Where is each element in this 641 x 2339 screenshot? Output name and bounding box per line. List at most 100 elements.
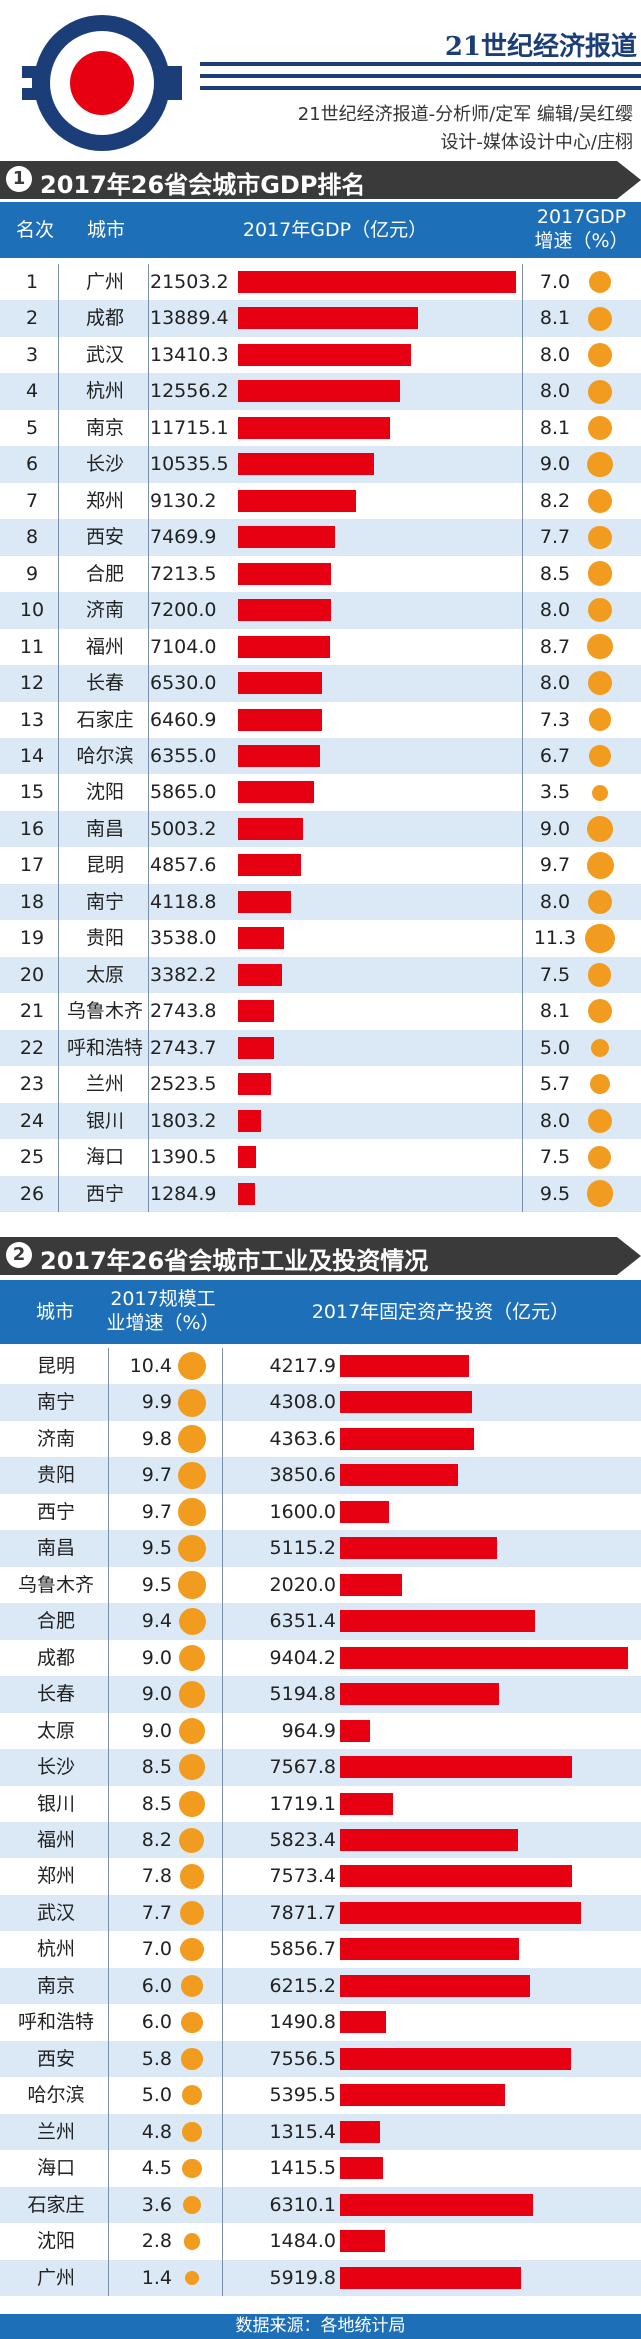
gdp-bar	[238, 708, 322, 731]
city-name: 太原	[36, 1719, 75, 1742]
investment-bar	[340, 2157, 384, 2180]
industry-growth-value: 3.6	[141, 2193, 172, 2216]
investment-value: 1415.5	[269, 2157, 336, 2180]
city-name: 昆明	[36, 1355, 75, 1377]
growth-dot	[588, 343, 612, 368]
table-row: 18 南宁 4118.8 8.0	[0, 883, 641, 921]
investment-bar	[340, 1683, 500, 1706]
table-row: 12 长春 6530.0 8.0	[0, 665, 641, 702]
table-row: 西宁 9.7 1600.0	[0, 1494, 641, 1530]
industry-growth-dot	[181, 2011, 203, 2034]
rank-value: 14	[19, 744, 45, 767]
industry-growth-value: 6.0	[141, 2011, 172, 2034]
investment-value: 964.9	[281, 1719, 336, 1742]
industry-growth-value: 7.7	[141, 1901, 172, 1924]
growth-dot	[588, 598, 612, 623]
paper-name: 21世纪经济报道	[444, 32, 637, 62]
growth-dot	[587, 816, 613, 843]
growth-value: 8.7	[539, 635, 571, 658]
gdp-value: 4857.6	[150, 854, 217, 877]
industry-growth-dot	[182, 2122, 202, 2142]
industry-growth-value: 9.5	[141, 1573, 172, 1596]
gdp-value: 7469.9	[150, 526, 217, 549]
industry-growth-value: 5.0	[141, 2084, 172, 2107]
table1-header: 名次 城市 2017年GDP（亿元） 2017GDP 增速（%）	[0, 202, 641, 258]
growth-dot	[588, 1145, 612, 1169]
investment-value: 1315.4	[269, 2120, 336, 2143]
table-row: 贵阳 9.7 3850.6	[0, 1457, 641, 1494]
industry-growth-value: 10.4	[129, 1355, 172, 1377]
table-row: 5 南京 11715.1 8.1	[0, 410, 641, 446]
city-name: 呼和浩特	[66, 1036, 143, 1059]
column-divider	[148, 264, 149, 1212]
growth-value: 11.3	[533, 927, 577, 950]
gdp-value: 7200.0	[150, 599, 217, 622]
gdp-bar	[238, 380, 401, 403]
investment-value: 5115.2	[269, 1537, 336, 1560]
header-rule	[200, 62, 641, 66]
gdp-value: 10535.5	[150, 453, 229, 476]
header-investment: 2017年固定资产投资（亿元）	[311, 1301, 570, 1323]
industry-growth-value: 9.7	[141, 1464, 172, 1487]
industry-growth-value: 5.8	[141, 2047, 172, 2070]
gdp-value: 13889.4	[150, 307, 229, 330]
credit-line: 设计-媒体设计中心/庄栩	[440, 132, 633, 153]
city-name: 西宁	[36, 1500, 75, 1523]
table-row: 20 太原 3382.2 7.5	[0, 956, 641, 994]
gdp-value: 21503.2	[150, 271, 229, 293]
investment-bar	[340, 1828, 519, 1851]
investment-value: 1490.8	[269, 2011, 336, 2034]
investment-value: 4363.6	[269, 1427, 336, 1450]
city-name: 长春	[36, 1683, 75, 1706]
industry-growth-dot	[178, 1717, 206, 1744]
gdp-bar	[238, 489, 356, 512]
rank-value: 23	[19, 1073, 45, 1096]
growth-value: 9.5	[539, 1182, 571, 1205]
investment-value: 4308.0	[269, 1391, 336, 1414]
growth-dot	[588, 671, 612, 696]
industry-growth-dot	[178, 1388, 206, 1417]
rank-value: 24	[19, 1109, 45, 1132]
growth-value: 7.7	[539, 526, 571, 549]
industry-growth-dot	[178, 1534, 206, 1563]
industry-growth-dot	[179, 1790, 205, 1817]
table-row: 呼和浩特 6.0 1490.8	[0, 2004, 641, 2040]
growth-value: 9.0	[539, 453, 571, 476]
gdp-bar	[238, 599, 332, 622]
header-growth: 增速（%）	[534, 230, 629, 252]
investment-table: 昆明 10.4 4217.9 南宁 9.9 4308.0 济南 9.8 4363.6 贵阳 9.7 3…	[0, 1348, 641, 2296]
investment-bar	[340, 1610, 535, 1633]
city-name: 乌鲁木齐	[17, 1573, 94, 1596]
rank-value: 18	[19, 890, 45, 913]
header-rank: 名次	[15, 219, 54, 241]
industry-growth-value: 8.2	[141, 1828, 172, 1851]
table-row: 昆明 10.4 4217.9	[0, 1348, 641, 1384]
section-number: 1	[6, 166, 32, 192]
gdp-value: 3538.0	[150, 927, 217, 950]
industry-growth-dot	[179, 1864, 205, 1889]
data-source-footer: 数据来源：各地统计局	[0, 2314, 641, 2339]
gdp-bar	[238, 1182, 255, 1205]
growth-dot	[588, 963, 612, 987]
investment-bar	[340, 1756, 572, 1779]
header-rule	[200, 74, 641, 78]
city-name: 南京	[36, 1974, 75, 1997]
investment-bar	[340, 2230, 386, 2253]
gdp-value: 7213.5	[150, 562, 217, 585]
rank-value: 22	[19, 1036, 45, 1059]
city-name: 武汉	[36, 1901, 75, 1924]
gdp-bar	[238, 672, 323, 695]
gdp-bar	[238, 635, 330, 658]
city-name: 银川	[85, 1109, 124, 1132]
table-row: 13 石家庄 6460.9 7.3	[0, 702, 641, 738]
investment-bar	[340, 1719, 370, 1742]
city-name: 成都	[36, 1646, 75, 1669]
investment-bar	[340, 1537, 497, 1560]
gdp-bar	[238, 781, 314, 804]
investment-bar	[340, 1901, 582, 1924]
city-name: 郑州	[85, 489, 124, 512]
industry-growth-dot	[178, 1607, 206, 1635]
industry-growth-value: 4.5	[141, 2157, 172, 2180]
growth-dot	[588, 379, 612, 404]
industry-growth-value: 4.8	[141, 2120, 172, 2143]
